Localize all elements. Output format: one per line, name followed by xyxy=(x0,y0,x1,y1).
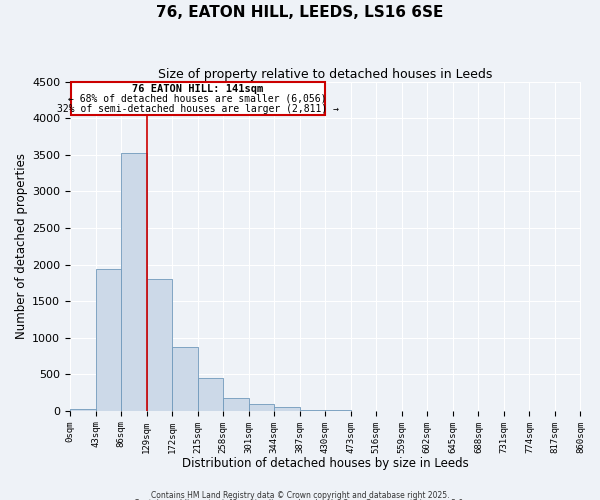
Text: 76 EATON HILL: 141sqm: 76 EATON HILL: 141sqm xyxy=(132,84,263,94)
Bar xyxy=(70,409,95,411)
Y-axis label: Number of detached properties: Number of detached properties xyxy=(15,154,28,340)
FancyBboxPatch shape xyxy=(71,82,325,116)
Text: Contains public sector information licensed under the Open Government Licence v3: Contains public sector information licen… xyxy=(134,499,466,500)
Bar xyxy=(197,378,223,411)
Text: ← 68% of detached houses are smaller (6,056): ← 68% of detached houses are smaller (6,… xyxy=(68,94,327,104)
Text: 32% of semi-detached houses are larger (2,811) →: 32% of semi-detached houses are larger (… xyxy=(56,104,338,114)
Title: Size of property relative to detached houses in Leeds: Size of property relative to detached ho… xyxy=(158,68,493,80)
Bar xyxy=(95,269,121,411)
Bar xyxy=(325,410,351,411)
Bar xyxy=(121,154,146,411)
Bar xyxy=(248,404,274,411)
Text: Contains HM Land Registry data © Crown copyright and database right 2025.: Contains HM Land Registry data © Crown c… xyxy=(151,490,449,500)
Bar xyxy=(146,279,172,411)
Bar xyxy=(223,398,248,411)
X-axis label: Distribution of detached houses by size in Leeds: Distribution of detached houses by size … xyxy=(182,457,469,470)
Bar xyxy=(300,410,325,411)
Bar xyxy=(172,347,197,411)
Text: 76, EATON HILL, LEEDS, LS16 6SE: 76, EATON HILL, LEEDS, LS16 6SE xyxy=(157,5,443,20)
Bar xyxy=(274,407,300,411)
